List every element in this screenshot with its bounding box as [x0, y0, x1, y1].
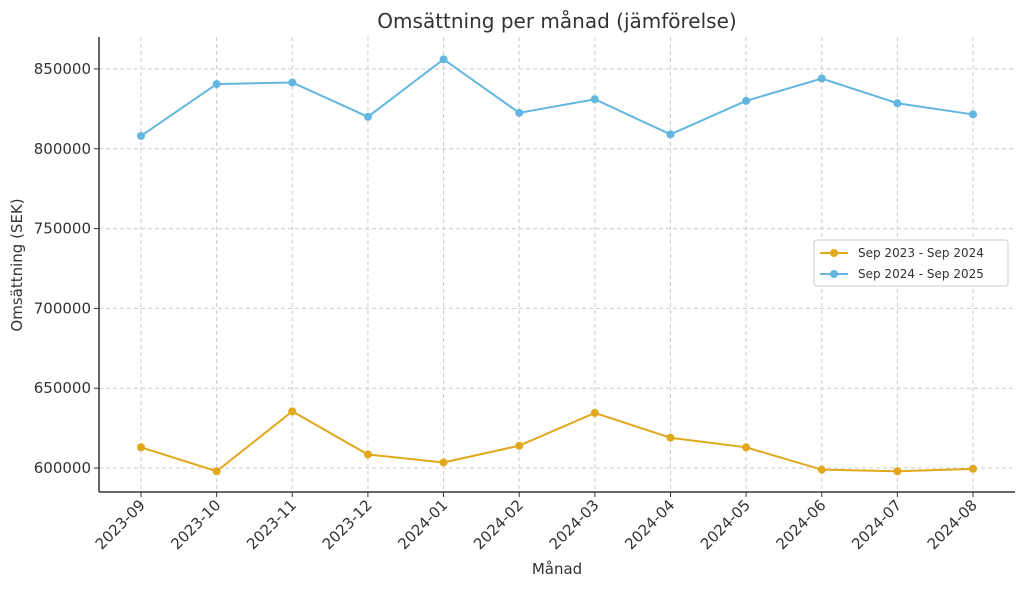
data-point [969, 464, 977, 473]
y-tick-label: 850000 [34, 60, 91, 78]
y-tick-label: 650000 [34, 379, 91, 397]
x-tick-label: 2024-05 [697, 496, 754, 553]
x-axis-label: Månad [532, 560, 582, 578]
data-point [515, 108, 524, 117]
y-tick-label: 800000 [34, 140, 91, 158]
x-tick-label: 2023-11 [243, 496, 300, 553]
x-tick-label: 2024-07 [848, 496, 905, 553]
x-tick-label: 2024-03 [546, 496, 603, 553]
data-point [893, 99, 902, 108]
series-line [140, 410, 974, 473]
series-line [140, 58, 974, 137]
data-point [439, 458, 448, 467]
data-point [969, 110, 977, 119]
legend-marker [830, 270, 838, 278]
legend-label: Sep 2024 - Sep 2025 [858, 267, 984, 281]
data-point [363, 450, 372, 459]
y-tick-label: 600000 [34, 459, 91, 477]
data-point [137, 131, 145, 140]
x-tick-label: 2024-01 [394, 496, 451, 553]
data-point [212, 80, 221, 89]
data-point [742, 443, 751, 452]
y-axis-label: Omsättning (SEK) [8, 198, 26, 331]
data-point [363, 112, 372, 121]
data-point [666, 130, 675, 139]
x-tick-label: 2023-09 [92, 496, 149, 553]
x-tick-label: 2024-06 [773, 496, 830, 553]
data-point [817, 465, 826, 474]
y-tick-label: 700000 [34, 299, 91, 317]
y-ticks: 600000 650000 700000 750000 800000 850000 [34, 60, 99, 477]
data-point [742, 96, 751, 105]
data-point [288, 407, 297, 416]
data-point [439, 55, 448, 64]
legend-box [813, 239, 1009, 287]
data-point [893, 467, 902, 476]
chart-title: Omsättning per månad (jämförelse) [377, 9, 736, 33]
legend: Sep 2023 - Sep 2024 Sep 2024 - Sep 2025 [813, 239, 1009, 287]
x-tick-label: 2024-02 [470, 496, 527, 553]
series-layer [137, 55, 977, 476]
y-tick-label: 750000 [34, 220, 91, 238]
data-point [666, 433, 675, 442]
x-tick-label: 2024-08 [924, 496, 981, 553]
series-2 [137, 55, 977, 140]
x-tick-label: 2023-10 [167, 496, 224, 553]
series-1 [137, 407, 977, 476]
legend-marker [830, 249, 838, 257]
data-point [515, 441, 524, 450]
data-point [817, 74, 826, 83]
data-point [288, 78, 297, 87]
legend-label: Sep 2023 - Sep 2024 [858, 246, 984, 260]
x-tick-label: 2024-04 [621, 496, 678, 553]
data-point [590, 95, 599, 104]
data-point [590, 408, 599, 417]
data-point [212, 467, 221, 476]
x-tick-label: 2023-12 [319, 496, 376, 553]
x-ticks: 2023-09 2023-10 2023-11 2023-12 2024-01 2024-… [92, 492, 981, 553]
data-point [137, 443, 145, 452]
